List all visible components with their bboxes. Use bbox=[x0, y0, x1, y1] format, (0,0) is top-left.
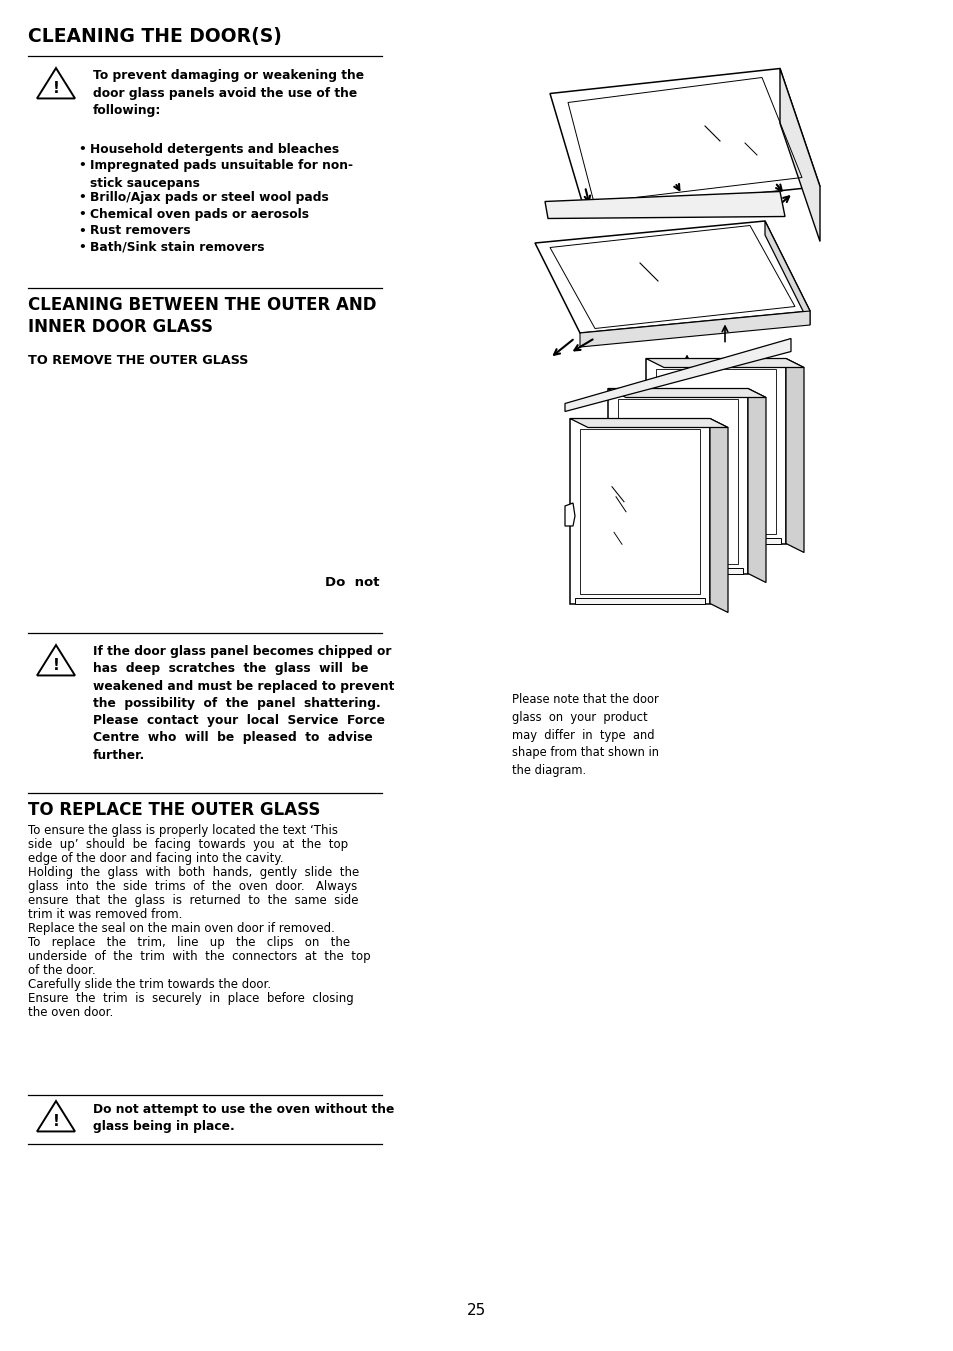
Text: of the door.: of the door. bbox=[28, 965, 95, 977]
Polygon shape bbox=[564, 339, 790, 412]
Text: Do  not: Do not bbox=[325, 576, 379, 589]
Text: Bath/Sink stain removers: Bath/Sink stain removers bbox=[90, 240, 264, 254]
Polygon shape bbox=[645, 358, 803, 367]
Polygon shape bbox=[607, 389, 747, 574]
Text: underside  of  the  trim  with  the  connectors  at  the  top: underside of the trim with the connector… bbox=[28, 950, 370, 963]
Text: •: • bbox=[78, 240, 86, 254]
Text: Replace the seal on the main oven door if removed.: Replace the seal on the main oven door i… bbox=[28, 921, 335, 935]
Text: Ensure  the  trim  is  securely  in  place  before  closing: Ensure the trim is securely in place bef… bbox=[28, 992, 354, 1005]
Polygon shape bbox=[607, 389, 765, 397]
Polygon shape bbox=[645, 358, 785, 543]
Text: Chemical oven pads or aerosols: Chemical oven pads or aerosols bbox=[90, 208, 309, 222]
Text: Do not attempt to use the oven without the
glass being in place.: Do not attempt to use the oven without t… bbox=[92, 1102, 394, 1133]
Polygon shape bbox=[780, 69, 820, 242]
Text: TO REPLACE THE OUTER GLASS: TO REPLACE THE OUTER GLASS bbox=[28, 801, 320, 819]
Text: !: ! bbox=[52, 81, 59, 96]
Text: Holding  the  glass  with  both  hands,  gently  slide  the: Holding the glass with both hands, gentl… bbox=[28, 866, 359, 880]
Polygon shape bbox=[764, 222, 809, 326]
Text: •: • bbox=[78, 208, 86, 222]
Text: TO REMOVE THE OUTER GLASS: TO REMOVE THE OUTER GLASS bbox=[28, 354, 248, 367]
Text: To   replace   the   trim,   line   up   the   clips   on   the: To replace the trim, line up the clips o… bbox=[28, 936, 350, 948]
Polygon shape bbox=[650, 538, 781, 543]
Polygon shape bbox=[613, 567, 742, 574]
Polygon shape bbox=[535, 222, 809, 332]
Text: side  up’  should  be  facing  towards  you  at  the  top: side up’ should be facing towards you at… bbox=[28, 838, 348, 851]
Polygon shape bbox=[709, 419, 727, 612]
Text: ensure  that  the  glass  is  returned  to  the  same  side: ensure that the glass is returned to the… bbox=[28, 894, 358, 907]
Polygon shape bbox=[564, 503, 575, 526]
Text: •: • bbox=[78, 143, 86, 155]
Polygon shape bbox=[785, 358, 803, 553]
Text: If the door glass panel becomes chipped or
has  deep  scratches  the  glass  wil: If the door glass panel becomes chipped … bbox=[92, 644, 394, 762]
Text: 25: 25 bbox=[467, 1302, 486, 1319]
Polygon shape bbox=[569, 419, 727, 427]
Text: •: • bbox=[78, 224, 86, 238]
Text: !: ! bbox=[52, 1113, 59, 1129]
Text: Household detergents and bleaches: Household detergents and bleaches bbox=[90, 143, 338, 155]
Text: To ensure the glass is properly located the text ‘This: To ensure the glass is properly located … bbox=[28, 824, 337, 838]
Text: the oven door.: the oven door. bbox=[28, 1006, 113, 1019]
Text: Please note that the door
glass  on  your  product
may  differ  in  type  and
sh: Please note that the door glass on your … bbox=[512, 693, 659, 777]
Text: glass  into  the  side  trims  of  the  oven  door.   Always: glass into the side trims of the oven do… bbox=[28, 880, 356, 893]
Polygon shape bbox=[569, 419, 709, 604]
Text: •: • bbox=[78, 159, 86, 173]
Text: Impregnated pads unsuitable for non-
stick saucepans: Impregnated pads unsuitable for non- sti… bbox=[90, 159, 353, 189]
Polygon shape bbox=[544, 192, 784, 219]
Polygon shape bbox=[579, 311, 809, 347]
Text: CLEANING BETWEEN THE OUTER AND
INNER DOOR GLASS: CLEANING BETWEEN THE OUTER AND INNER DOO… bbox=[28, 296, 376, 336]
Text: •: • bbox=[78, 192, 86, 204]
Text: edge of the door and facing into the cavity.: edge of the door and facing into the cav… bbox=[28, 852, 283, 865]
Text: Carefully slide the trim towards the door.: Carefully slide the trim towards the doo… bbox=[28, 978, 271, 992]
Text: trim it was removed from.: trim it was removed from. bbox=[28, 908, 182, 921]
Text: !: ! bbox=[52, 658, 59, 673]
Text: CLEANING THE DOOR(S): CLEANING THE DOOR(S) bbox=[28, 27, 281, 46]
Polygon shape bbox=[550, 69, 820, 212]
Text: Brillo/Ajax pads or steel wool pads: Brillo/Ajax pads or steel wool pads bbox=[90, 192, 329, 204]
Text: Rust removers: Rust removers bbox=[90, 224, 191, 238]
Text: To prevent damaging or weakening the
door glass panels avoid the use of the
foll: To prevent damaging or weakening the doo… bbox=[92, 69, 364, 118]
Polygon shape bbox=[747, 389, 765, 582]
Polygon shape bbox=[575, 597, 704, 604]
